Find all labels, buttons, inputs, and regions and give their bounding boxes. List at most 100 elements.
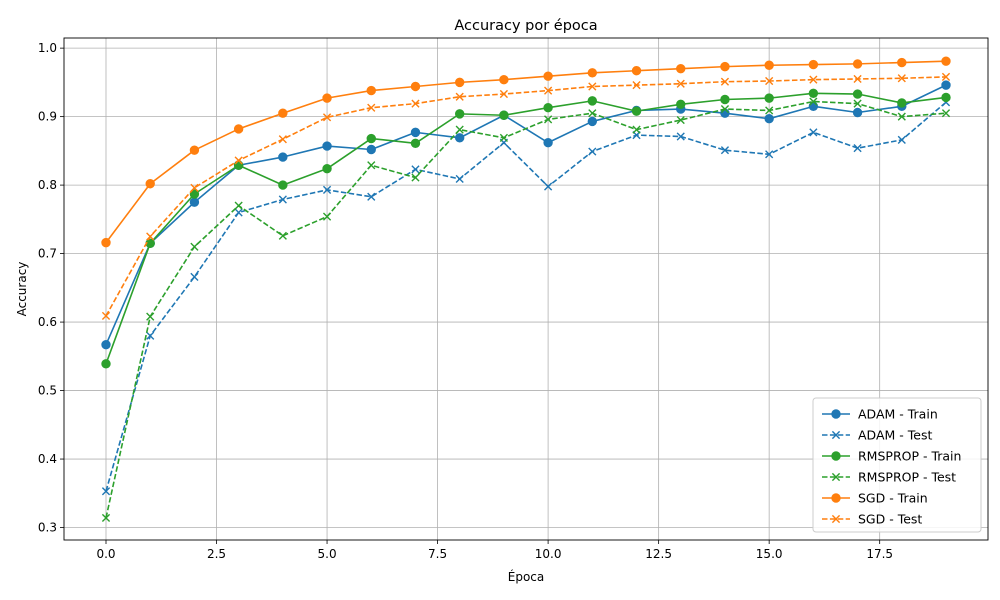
data-point bbox=[101, 487, 111, 496]
legend-item: ADAM - Test bbox=[822, 428, 932, 443]
data-point bbox=[720, 61, 730, 72]
y-tick-label: 0.6 bbox=[38, 315, 57, 329]
data-point bbox=[190, 242, 199, 251]
data-point bbox=[809, 97, 818, 106]
data-point bbox=[676, 63, 686, 74]
data-point bbox=[145, 179, 155, 189]
data-point bbox=[676, 99, 686, 109]
data-point bbox=[897, 112, 906, 121]
data-point bbox=[853, 74, 862, 84]
data-point bbox=[941, 109, 951, 118]
data-point bbox=[853, 99, 862, 108]
data-point bbox=[543, 103, 553, 113]
legend-marker bbox=[831, 451, 841, 461]
legend-item: SGD - Train bbox=[822, 491, 928, 506]
data-point bbox=[941, 92, 951, 103]
legend-marker bbox=[831, 493, 841, 503]
data-point bbox=[101, 311, 111, 321]
data-point bbox=[852, 107, 863, 118]
y-tick-label: 0.3 bbox=[38, 521, 57, 535]
data-point bbox=[676, 132, 685, 141]
data-point bbox=[852, 59, 863, 69]
data-point bbox=[764, 60, 774, 70]
data-point bbox=[367, 192, 376, 201]
series-line-rmsprop-test bbox=[105, 100, 947, 519]
data-point bbox=[366, 144, 376, 155]
series-rmsprop-train bbox=[101, 88, 951, 369]
data-point bbox=[632, 125, 641, 134]
data-point bbox=[764, 93, 774, 103]
data-point bbox=[366, 133, 376, 144]
data-point bbox=[234, 156, 243, 165]
data-point bbox=[587, 96, 598, 106]
data-point bbox=[720, 77, 730, 86]
legend-box bbox=[812, 397, 982, 533]
data-point bbox=[367, 161, 376, 170]
data-point bbox=[764, 113, 774, 124]
x-tick-label: 5.0 bbox=[318, 547, 337, 561]
data-point bbox=[941, 80, 951, 90]
data-point bbox=[631, 106, 642, 116]
data-point bbox=[101, 237, 111, 248]
data-point bbox=[587, 68, 598, 78]
data-point bbox=[146, 312, 155, 321]
data-point bbox=[631, 66, 642, 76]
data-point bbox=[676, 115, 685, 125]
data-point bbox=[588, 109, 597, 118]
series-line-rmsprop-train bbox=[105, 92, 947, 365]
data-point bbox=[720, 146, 730, 155]
data-point bbox=[941, 56, 951, 66]
y-tick-label: 0.7 bbox=[38, 247, 57, 261]
plot-frame bbox=[63, 37, 989, 541]
y-tick-label: 0.8 bbox=[38, 178, 57, 192]
data-point bbox=[366, 85, 376, 96]
chart-title: Accuracy por época bbox=[454, 18, 597, 34]
data-point bbox=[499, 74, 509, 85]
data-point bbox=[765, 150, 774, 159]
y-tick-label: 0.4 bbox=[38, 452, 57, 466]
data-point bbox=[234, 201, 243, 210]
data-point bbox=[676, 79, 685, 88]
y-axis-title: Accuracy bbox=[15, 262, 29, 317]
legend-item: SGD - Test bbox=[822, 512, 922, 527]
data-point bbox=[322, 93, 332, 103]
data-point bbox=[454, 77, 465, 88]
data-point bbox=[101, 513, 111, 523]
legend-label: SGD - Test bbox=[858, 512, 922, 527]
data-point bbox=[941, 72, 951, 81]
legend-item: RMSPROP - Train bbox=[822, 449, 961, 464]
series-sgd-train bbox=[101, 56, 951, 248]
data-point bbox=[322, 141, 332, 151]
data-point bbox=[588, 147, 597, 156]
x-tick-label: 7.5 bbox=[428, 547, 447, 561]
legend-entries: ADAM - Train ADAM - Test RMSPROP - Train RM… bbox=[822, 407, 961, 527]
legend-marker bbox=[831, 514, 841, 524]
data-point bbox=[897, 98, 907, 108]
legend-label: SGD - Train bbox=[858, 491, 928, 506]
legend: ADAM - Train ADAM - Test RMSPROP - Train RM… bbox=[812, 397, 982, 533]
data-point bbox=[146, 232, 155, 241]
data-point bbox=[454, 109, 465, 119]
x-tick-label: 17.5 bbox=[866, 547, 893, 561]
data-point bbox=[455, 92, 464, 101]
data-point bbox=[234, 208, 243, 217]
data-point bbox=[544, 86, 553, 95]
y-axis-ticks: 0.3 0.4 0.5 0.6 0.7 0.8 0.9 1.0 bbox=[38, 41, 64, 535]
data-point bbox=[455, 174, 464, 184]
data-point bbox=[411, 173, 420, 182]
data-point bbox=[278, 180, 288, 190]
legend-marker bbox=[831, 472, 841, 482]
data-point bbox=[808, 88, 819, 99]
data-point bbox=[499, 110, 509, 120]
data-point bbox=[278, 195, 287, 204]
data-point bbox=[720, 104, 730, 114]
data-point bbox=[852, 89, 863, 99]
series-line-sgd-test bbox=[105, 76, 947, 317]
x-tick-label: 2.5 bbox=[207, 547, 226, 561]
data-point bbox=[853, 144, 862, 153]
data-point bbox=[897, 135, 906, 145]
data-point bbox=[322, 163, 332, 174]
y-tick-label: 0.9 bbox=[38, 110, 57, 124]
legend-label: RMSPROP - Test bbox=[858, 470, 956, 485]
